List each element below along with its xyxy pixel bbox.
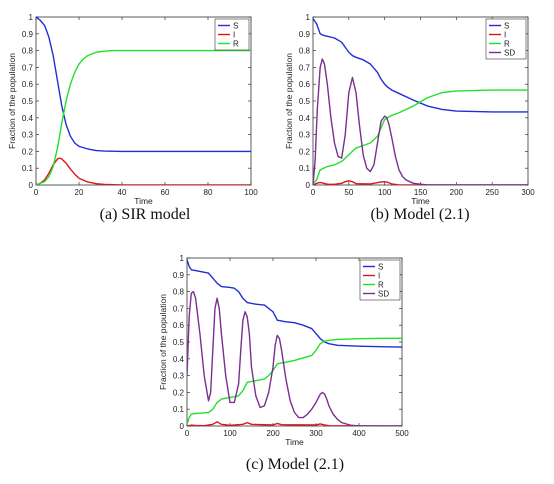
y-tick-label: 0.8 <box>299 47 311 56</box>
y-tick-label: 0.5 <box>22 97 34 106</box>
x-axis-label: Time <box>411 196 430 206</box>
y-tick-label: 0.3 <box>22 131 34 140</box>
series-line-s <box>36 17 251 153</box>
x-tick-label: 40 <box>118 188 127 197</box>
y-tick-label: 0.2 <box>22 147 34 156</box>
chart-panel-0: 0 0.1 0.2 0.3 0.4 0.5 0.6 0.7 0.8 0.9 1 0 20 40 60 80 10… <box>7 13 258 223</box>
y-tick-label: 0.4 <box>173 355 185 364</box>
x-axis-label: Time <box>285 437 304 447</box>
x-tick-label: 0 <box>34 188 39 197</box>
y-tick-label: 0.7 <box>299 63 311 72</box>
y-tick-label: 0.5 <box>299 97 311 106</box>
y-tick-label: 1 <box>29 13 34 22</box>
series-line-i <box>36 157 251 185</box>
x-tick-label: 300 <box>309 429 323 438</box>
x-tick-label: 100 <box>223 429 237 438</box>
y-axis-label: Fraction of the population <box>158 294 168 390</box>
legend-label-s: S <box>504 22 509 31</box>
x-tick-label: 50 <box>344 188 353 197</box>
x-tick-label: 80 <box>204 188 213 197</box>
y-tick-label: 0.4 <box>299 114 311 123</box>
x-tick-label: 250 <box>485 188 499 197</box>
x-tick-label: 0 <box>185 429 190 438</box>
series-line-sd <box>313 58 528 185</box>
x-tick-label: 20 <box>75 188 84 197</box>
x-tick-label: 400 <box>352 429 366 438</box>
y-tick-label: 0.7 <box>22 63 34 72</box>
legend-label-i: I <box>378 272 380 281</box>
series-line-i <box>313 180 528 185</box>
x-tick-label: 0 <box>311 188 316 197</box>
x-axis-label: Time <box>134 196 153 206</box>
x-tick-label: 60 <box>161 188 170 197</box>
x-tick-label: 100 <box>378 188 392 197</box>
y-tick-label: 0.6 <box>299 80 311 89</box>
legend-label-i: I <box>504 31 506 40</box>
legend-label-r: R <box>504 40 510 49</box>
x-tick-label: 100 <box>244 188 258 197</box>
y-tick-label: 0.2 <box>173 388 185 397</box>
y-tick-label: 0 <box>306 181 311 190</box>
series-line-s <box>313 18 528 113</box>
figure-caption: (b) Model (2.1) <box>370 206 469 223</box>
y-tick-label: 1 <box>306 13 311 22</box>
series-line-sd <box>187 290 402 426</box>
y-tick-label: 0.5 <box>173 338 185 347</box>
x-tick-label: 200 <box>450 188 464 197</box>
y-tick-label: 0.8 <box>173 288 185 297</box>
y-tick-label: 0.7 <box>173 304 185 313</box>
y-tick-label: 0.1 <box>299 164 311 173</box>
y-tick-label: 0.3 <box>173 372 185 381</box>
y-tick-label: 0.3 <box>299 131 311 140</box>
y-tick-label: 0 <box>29 181 34 190</box>
legend-label-sd: SD <box>504 49 515 58</box>
series-line-s <box>187 259 402 348</box>
series-line-r <box>36 49 251 185</box>
y-tick-label: 0 <box>180 422 185 431</box>
y-axis-label: Fraction of the population <box>284 53 294 149</box>
y-tick-label: 1 <box>180 254 185 263</box>
series-line-i <box>187 421 402 426</box>
y-tick-label: 0.6 <box>173 321 185 330</box>
x-tick-label: 200 <box>266 429 280 438</box>
y-tick-label: 0.1 <box>22 164 34 173</box>
x-tick-label: 150 <box>414 188 428 197</box>
series-line-r <box>187 337 402 425</box>
y-tick-label: 0.1 <box>173 405 185 414</box>
legend: SIR <box>214 18 250 51</box>
chart-panel-1: 0 0.1 0.2 0.3 0.4 0.5 0.6 0.7 0.8 0.9 1 0 50 100 150 20… <box>284 13 535 223</box>
legend-label-i: I <box>233 31 235 40</box>
figure-caption: (a) SIR model <box>100 206 191 223</box>
legend-label-r: R <box>233 40 239 49</box>
y-axis-label: Fraction of the population <box>7 53 17 149</box>
chart-panel-2: 0 0.1 0.2 0.3 0.4 0.5 0.6 0.7 0.8 0.9 1 0 100 200 300 4… <box>158 254 409 473</box>
legend-label-s: S <box>378 263 383 272</box>
y-tick-label: 0.2 <box>299 147 311 156</box>
y-tick-label: 0.9 <box>173 271 185 280</box>
x-tick-label: 500 <box>395 429 409 438</box>
legend-label-r: R <box>378 281 384 290</box>
series-line-r <box>313 89 528 184</box>
y-tick-label: 0.9 <box>299 30 311 39</box>
x-tick-label: 300 <box>521 188 535 197</box>
legend-label-sd: SD <box>378 290 389 299</box>
y-tick-label: 0.9 <box>22 30 34 39</box>
legend-label-s: S <box>233 22 238 31</box>
figure-caption: (c) Model (2.1) <box>246 456 344 473</box>
y-tick-label: 0.6 <box>22 80 34 89</box>
y-tick-label: 0.8 <box>22 47 34 56</box>
y-tick-label: 0.4 <box>22 114 34 123</box>
